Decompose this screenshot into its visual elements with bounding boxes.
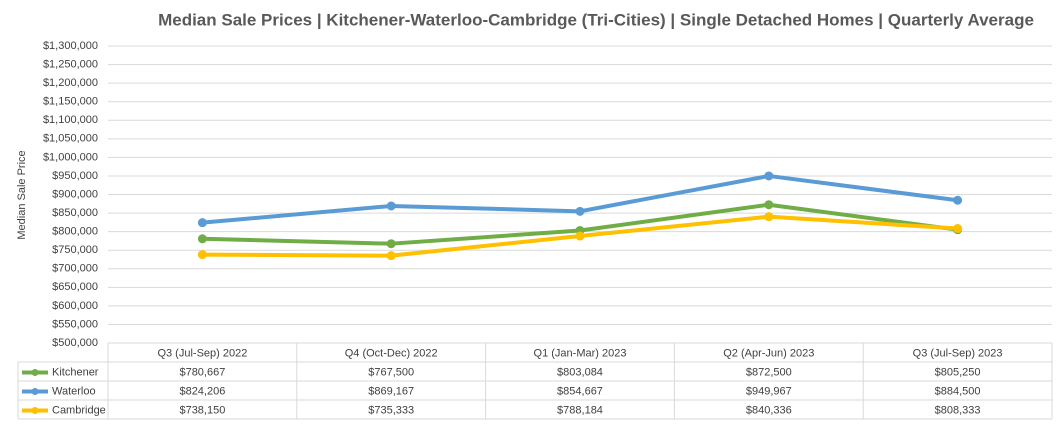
data-point bbox=[386, 251, 396, 261]
data-point bbox=[764, 212, 774, 222]
data-point bbox=[197, 234, 207, 244]
y-tick-label: $1,050,000 bbox=[43, 133, 98, 145]
x-tick-label: Q3 (Jul-Sep) 2023 bbox=[913, 347, 1003, 359]
data-point bbox=[953, 224, 963, 234]
legend-label: Cambridge bbox=[52, 404, 106, 416]
legend-key-marker bbox=[31, 388, 39, 395]
y-tick-label: $600,000 bbox=[52, 300, 98, 312]
y-tick-label: $800,000 bbox=[52, 226, 98, 238]
chart-title: Median Sale Prices | Kitchener-Waterloo-… bbox=[158, 10, 1034, 29]
x-tick-label: Q2 (Apr-Jun) 2023 bbox=[723, 347, 814, 359]
x-tick-label: Q4 (Oct-Dec) 2022 bbox=[345, 347, 438, 359]
table-value: $788,184 bbox=[557, 404, 603, 416]
table-value: $808,333 bbox=[935, 404, 981, 416]
y-tick-label: $700,000 bbox=[52, 263, 98, 275]
x-tick-label: Q3 (Jul-Sep) 2022 bbox=[157, 347, 247, 359]
y-tick-label: $1,300,000 bbox=[43, 40, 98, 52]
y-tick-label: $1,000,000 bbox=[43, 151, 98, 163]
x-tick-label: Q1 (Jan-Mar) 2023 bbox=[534, 347, 627, 359]
data-point bbox=[575, 231, 585, 241]
data-point bbox=[386, 201, 396, 211]
y-tick-label: $1,100,000 bbox=[43, 114, 98, 126]
y-tick-label: $1,250,000 bbox=[43, 58, 98, 70]
data-point bbox=[575, 206, 585, 216]
legend-key-marker bbox=[31, 369, 39, 376]
table-value: $884,500 bbox=[935, 385, 981, 397]
y-tick-label: $1,150,000 bbox=[43, 96, 98, 108]
table-value: $767,500 bbox=[368, 366, 414, 378]
table-value: $780,667 bbox=[179, 366, 225, 378]
table-value: $854,667 bbox=[557, 385, 603, 397]
y-tick-label: $850,000 bbox=[52, 207, 98, 219]
y-tick-label: $750,000 bbox=[52, 244, 98, 256]
table-value: $840,336 bbox=[746, 404, 792, 416]
table-value: $869,167 bbox=[368, 385, 414, 397]
table-value: $949,967 bbox=[746, 385, 792, 397]
legend-key-marker bbox=[31, 407, 39, 414]
y-tick-label: $900,000 bbox=[52, 188, 98, 200]
y-tick-label: $650,000 bbox=[52, 281, 98, 293]
table-value: $738,150 bbox=[179, 404, 225, 416]
table-value: $735,333 bbox=[368, 404, 414, 416]
y-tick-label: $500,000 bbox=[52, 337, 98, 349]
y-axis-label: Median Sale Price bbox=[16, 150, 28, 239]
data-point bbox=[764, 171, 774, 181]
y-tick-label: $950,000 bbox=[52, 170, 98, 182]
legend-label: Kitchener bbox=[52, 366, 99, 378]
data-point bbox=[953, 195, 963, 205]
data-point bbox=[386, 239, 396, 249]
table-value: $803,084 bbox=[557, 366, 603, 378]
table-value: $824,206 bbox=[179, 385, 225, 397]
table-value: $805,250 bbox=[935, 366, 981, 378]
y-tick-label: $550,000 bbox=[52, 318, 98, 330]
data-point bbox=[197, 250, 207, 260]
table-value: $872,500 bbox=[746, 366, 792, 378]
y-tick-label: $1,200,000 bbox=[43, 77, 98, 89]
data-point bbox=[764, 200, 774, 210]
legend-label: Waterloo bbox=[52, 385, 96, 397]
data-point bbox=[197, 218, 207, 228]
